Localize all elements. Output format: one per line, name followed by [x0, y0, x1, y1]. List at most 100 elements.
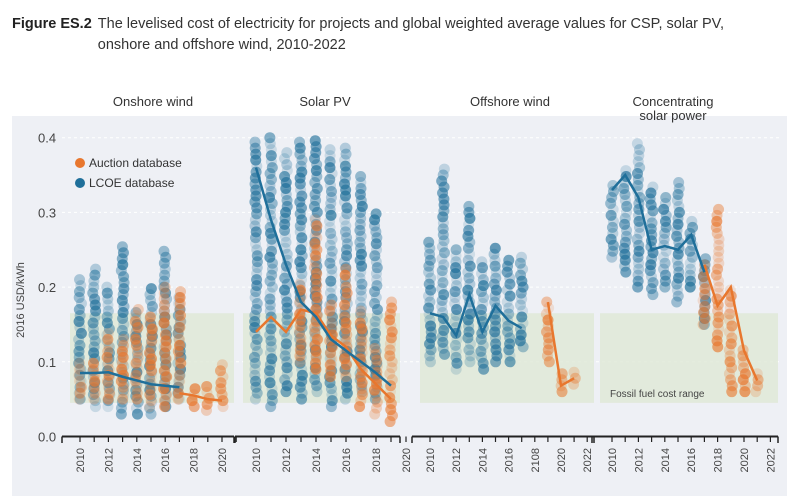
auction-point — [750, 386, 762, 398]
auction-point — [130, 333, 142, 345]
lcoe-point — [324, 150, 336, 162]
auction-point — [309, 238, 321, 250]
auction-point — [102, 333, 114, 345]
lcoe-point — [621, 200, 633, 212]
auction-point — [173, 339, 185, 351]
lcoe-point — [118, 271, 130, 283]
lcoe-point — [659, 269, 671, 281]
y-axis-label: 2016 USD/kWh — [15, 262, 27, 338]
lcoe-point — [281, 200, 293, 212]
auction-point — [89, 375, 101, 387]
auction-point — [713, 257, 725, 269]
lcoe-point — [88, 347, 100, 359]
lcoe-point — [295, 244, 307, 256]
lcoe-point — [515, 329, 527, 341]
lcoe-point — [475, 304, 487, 316]
lcoe-point — [251, 274, 263, 286]
lcoe-point — [370, 226, 382, 238]
x-tick-label: 2016 — [160, 448, 172, 472]
auction-point — [713, 287, 725, 299]
lcoe-point — [451, 357, 463, 369]
lcoe-point — [251, 250, 263, 262]
lcoe-point — [516, 293, 528, 305]
lcoe-point — [369, 286, 381, 298]
lcoe-point — [130, 360, 142, 372]
lcoe-point — [645, 187, 657, 199]
lcoe-point — [296, 190, 308, 202]
lcoe-point — [74, 274, 86, 286]
auction-point — [371, 360, 383, 372]
auction-point — [356, 389, 368, 401]
auction-point — [117, 333, 129, 345]
lcoe-point — [354, 344, 366, 356]
lcoe-point — [355, 284, 367, 296]
lcoe-point — [340, 148, 352, 160]
auction-weighted-average-line — [179, 391, 223, 402]
auction-point — [697, 295, 709, 307]
lcoe-point — [296, 154, 308, 166]
lcoe-point — [251, 345, 263, 357]
lcoe-point — [339, 160, 351, 172]
lcoe-point — [89, 395, 101, 407]
auction-point — [158, 395, 170, 407]
lcoe-point — [73, 387, 85, 399]
figure-title: The levelised cost of electricity for pr… — [97, 16, 725, 53]
panel-title-onshore: Onshore wind — [112, 94, 194, 109]
lcoe-point — [438, 163, 450, 175]
lcoe-point — [116, 324, 128, 336]
lcoe-point — [517, 263, 529, 275]
lcoe-point — [371, 232, 383, 244]
auction-point — [132, 304, 144, 316]
auction-point — [201, 380, 213, 392]
auction-point — [130, 309, 142, 321]
lcoe-point — [673, 206, 685, 218]
lcoe-point — [477, 274, 489, 286]
auction-point — [131, 387, 143, 399]
lcoe-point — [517, 305, 529, 317]
x-tick-label: 2014 — [132, 448, 144, 472]
lcoe-point — [659, 197, 671, 209]
lcoe-point — [341, 232, 353, 244]
lcoe-point — [310, 165, 322, 177]
auction-point — [724, 356, 736, 368]
auction-point — [158, 287, 170, 299]
auction-point — [711, 227, 723, 239]
lcoe-point — [660, 245, 672, 257]
lcoe-point — [130, 384, 142, 396]
auction-point — [309, 214, 321, 226]
lcoe-point — [265, 335, 277, 347]
lcoe-point — [645, 283, 657, 295]
lcoe-point — [463, 224, 475, 236]
lcoe-point — [324, 144, 336, 156]
lcoe-point — [684, 269, 696, 281]
auction-point — [541, 296, 553, 308]
lcoe-point — [436, 283, 448, 295]
lcoe-point — [451, 304, 463, 316]
lcoe-point — [266, 245, 278, 257]
lcoe-point — [355, 182, 367, 194]
lcoe-point — [281, 296, 293, 308]
lcoe-point — [450, 256, 462, 268]
lcoe-point — [369, 393, 381, 405]
auction-point — [130, 357, 142, 369]
auction-point — [723, 314, 735, 326]
lcoe-point — [478, 292, 490, 304]
auction-point — [174, 292, 186, 304]
lcoe-point — [326, 293, 338, 305]
lcoe-point — [251, 298, 263, 310]
lcoe-point — [607, 185, 619, 197]
legend-auction-swatch — [75, 158, 85, 168]
lcoe-point — [324, 239, 336, 251]
lcoe-point — [89, 335, 101, 347]
auction-point — [386, 302, 398, 314]
lcoe-point — [75, 327, 87, 339]
lcoe-point — [325, 197, 337, 209]
lcoe-point — [264, 293, 276, 305]
auction-point — [117, 339, 129, 351]
auction-point — [132, 351, 144, 363]
panel-title-solar: Solar PV — [299, 94, 351, 109]
auction-point — [356, 335, 368, 347]
lcoe-point — [462, 284, 474, 296]
lcoe-point — [264, 347, 276, 359]
lcoe-point — [281, 147, 293, 159]
